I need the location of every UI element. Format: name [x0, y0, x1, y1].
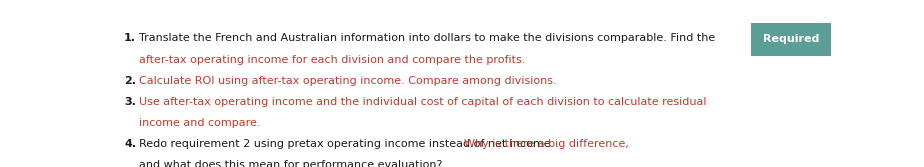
Text: Redo requirement 2 using pretax operating income instead of net income.: Redo requirement 2 using pretax operatin… [140, 139, 558, 149]
Text: 4.: 4. [124, 139, 136, 149]
Text: Why is there a big difference,: Why is there a big difference, [464, 139, 628, 149]
Text: after-tax operating income for each division and compare the profits.: after-tax operating income for each divi… [140, 55, 526, 65]
FancyBboxPatch shape [750, 23, 831, 56]
Text: income and compare.: income and compare. [140, 118, 261, 128]
Text: Calculate ROI using after-tax operating income. Compare among divisions.: Calculate ROI using after-tax operating … [140, 76, 557, 86]
Text: Required: Required [762, 34, 819, 44]
Text: Use after-tax operating income and the individual cost of capital of each divisi: Use after-tax operating income and the i… [140, 97, 707, 107]
Text: and what does this mean for performance evaluation?: and what does this mean for performance … [140, 160, 443, 167]
Text: 2.: 2. [124, 76, 136, 86]
Text: Translate the French and Australian information into dollars to make the divisio: Translate the French and Australian info… [140, 33, 715, 43]
Text: 1.: 1. [124, 33, 136, 43]
Text: 3.: 3. [124, 97, 136, 107]
